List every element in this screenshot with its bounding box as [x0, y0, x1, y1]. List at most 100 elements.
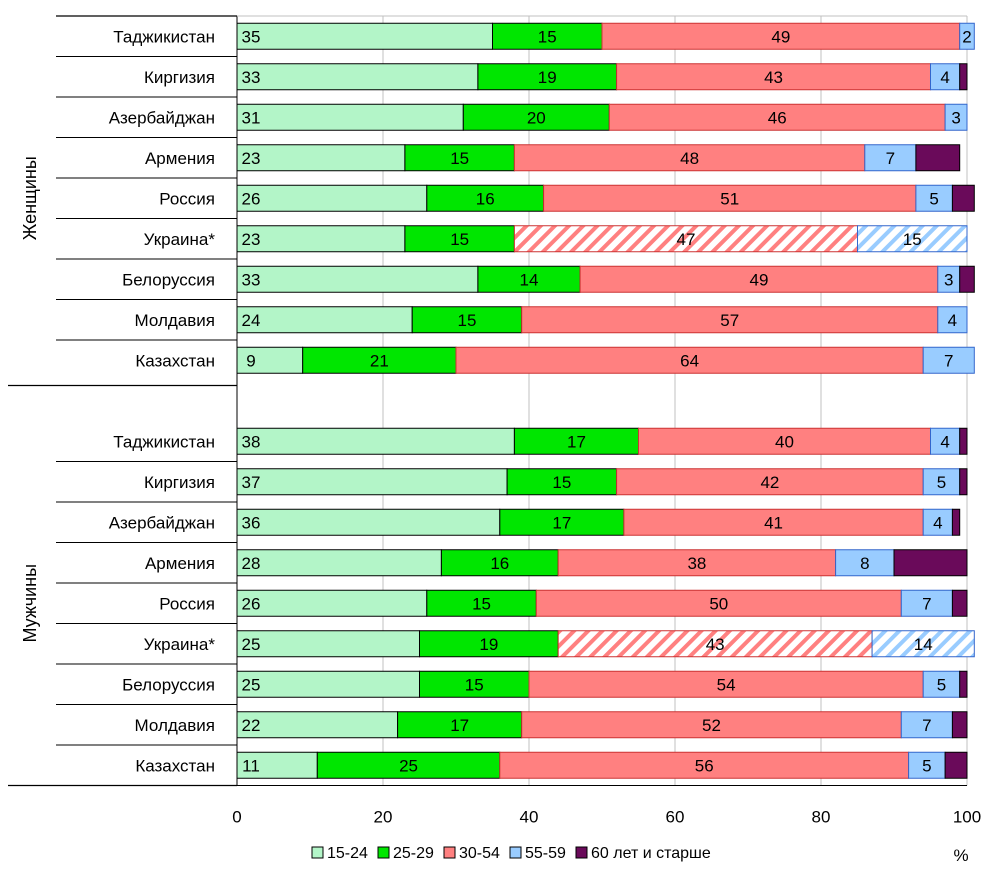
data-label: 15: [472, 594, 491, 613]
data-label: 54: [717, 675, 736, 694]
gridlines: [383, 16, 967, 786]
data-label: 15: [538, 27, 557, 46]
data-label: 15: [552, 473, 571, 492]
data-label: 4: [940, 432, 949, 451]
data-label: 15: [457, 311, 476, 330]
bar-segment: [960, 469, 967, 495]
bar-segment: [237, 671, 420, 697]
data-label: 15: [450, 230, 469, 249]
data-label: 17: [552, 513, 571, 532]
legend-label: 55-59: [525, 845, 566, 862]
data-label: 64: [680, 351, 699, 370]
data-label: 7: [886, 149, 895, 168]
x-tick-label: 0: [232, 808, 241, 827]
bar-segment: [952, 185, 974, 211]
data-label: 7: [944, 351, 953, 370]
bar-segment: [237, 23, 493, 49]
data-label: 15: [450, 149, 469, 168]
data-label: 2: [962, 27, 971, 46]
data-label: 14: [520, 270, 539, 289]
legend-label: 30-54: [459, 845, 500, 862]
category-label: Казахстан: [135, 351, 215, 370]
bar-segment: [960, 671, 967, 697]
x-tick-label: 80: [812, 808, 831, 827]
axes-layer: [8, 16, 967, 786]
x-tick-label: 60: [666, 808, 685, 827]
data-label: 52: [702, 716, 721, 735]
data-label: 49: [771, 27, 790, 46]
category-label: Таджикистан: [113, 432, 215, 451]
data-label: 25: [399, 756, 418, 775]
bar-segment: [237, 64, 478, 90]
x-tick-label: 100: [953, 808, 981, 827]
data-label: 23: [242, 149, 261, 168]
category-label: Украина*: [144, 230, 216, 249]
data-label: 33: [242, 270, 261, 289]
bar-segment: [237, 712, 398, 738]
bar-segment: [237, 631, 420, 657]
data-label: 14: [914, 635, 933, 654]
data-label: 56: [695, 756, 714, 775]
data-label: 11: [242, 756, 260, 775]
data-label: 23: [242, 230, 261, 249]
bar-segment: [237, 185, 427, 211]
data-label: 35: [242, 27, 261, 46]
bar-segment: [237, 104, 463, 130]
bar-segment: [945, 752, 967, 778]
data-label: 9: [246, 351, 255, 370]
group-label: Мужчины: [20, 564, 40, 643]
bars-layer: 35 15 49 233 19 43 431 20 46 323 15 48 726 16 51 523 15 4…: [237, 23, 974, 778]
category-label: Казахстан: [135, 756, 215, 775]
data-label: 7: [922, 594, 931, 613]
data-label: 16: [476, 189, 495, 208]
category-labels: Таджикистан Киргизия Азербайджан Армения Рос…: [8, 27, 237, 775]
category-label: Россия: [159, 594, 215, 613]
x-axis-unit-label: %: [953, 846, 968, 865]
category-label: Армения: [145, 554, 215, 573]
data-label: 36: [242, 513, 261, 532]
legend-swatch: [576, 847, 587, 858]
category-label: Белоруссия: [122, 675, 215, 694]
data-label: 50: [709, 594, 728, 613]
bar-segment: [960, 64, 967, 90]
data-label: 5: [937, 473, 946, 492]
legend-swatch: [444, 847, 455, 858]
bar-segment: [237, 590, 427, 616]
x-tick-label: 20: [374, 808, 393, 827]
x-tick-label: 40: [520, 808, 539, 827]
category-label: Таджикистан: [113, 27, 215, 46]
data-label: 24: [242, 311, 261, 330]
category-label: Азербайджан: [109, 108, 215, 127]
category-label: Киргизия: [144, 473, 215, 492]
data-label: 8: [860, 554, 869, 573]
bar-segment: [916, 145, 960, 171]
data-label: 25: [242, 675, 261, 694]
bar-segment: [237, 266, 478, 292]
data-label: 5: [922, 756, 931, 775]
legend-label: 60 лет и старше: [591, 845, 711, 862]
legend-swatch: [378, 847, 389, 858]
data-label: 3: [944, 270, 953, 289]
data-label: 42: [760, 473, 779, 492]
data-label: 4: [948, 311, 957, 330]
data-label: 15: [465, 675, 484, 694]
data-label: 25: [242, 635, 261, 654]
data-label: 43: [706, 635, 725, 654]
data-label: 21: [370, 351, 389, 370]
data-label: 31: [242, 108, 261, 127]
data-label: 28: [242, 554, 261, 573]
legend-label: 25-29: [393, 845, 434, 862]
bar-segment: [894, 550, 967, 576]
bar-segment: [237, 428, 514, 454]
bar-segment: [960, 266, 975, 292]
data-label: 5: [937, 675, 946, 694]
bar-segment: [952, 509, 959, 535]
bar-segment: [237, 226, 405, 252]
data-label: 15: [903, 230, 922, 249]
data-label: 40: [775, 432, 794, 451]
legend: 15-24 25-29 30-54 55-59 60 лет и старше: [312, 845, 711, 862]
category-label: Молдавия: [135, 716, 215, 735]
data-label: 57: [720, 311, 739, 330]
legend-label: 15-24: [327, 845, 368, 862]
x-tick-labels: 0 20 40 60 80 100: [232, 808, 981, 827]
